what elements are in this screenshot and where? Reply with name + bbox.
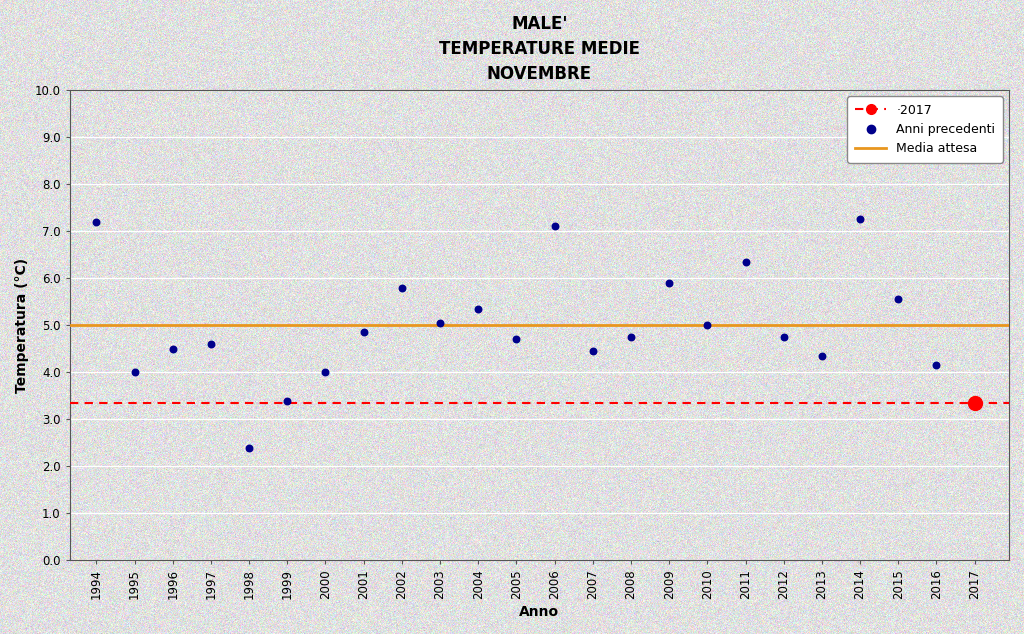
Point	[203, 339, 219, 349]
Point	[775, 332, 792, 342]
Point	[393, 283, 410, 293]
Point	[317, 367, 334, 377]
Point	[508, 334, 524, 344]
Point	[890, 294, 906, 304]
Point	[355, 327, 372, 337]
Title: MALE'
TEMPERATURE MEDIE
NOVEMBRE: MALE' TEMPERATURE MEDIE NOVEMBRE	[439, 15, 640, 83]
Point	[241, 443, 257, 453]
Point	[852, 214, 868, 224]
Point	[280, 396, 296, 406]
Point	[470, 304, 486, 314]
Point	[623, 332, 639, 342]
Point	[967, 398, 983, 408]
Point	[585, 346, 601, 356]
Point	[165, 344, 181, 354]
Point	[928, 360, 944, 370]
Point	[699, 320, 716, 330]
X-axis label: Anno: Anno	[519, 605, 559, 619]
Y-axis label: Temperatura (°C): Temperatura (°C)	[15, 257, 29, 393]
Point	[88, 217, 104, 227]
Point	[547, 221, 563, 231]
Point	[814, 351, 830, 361]
Point	[432, 318, 449, 328]
Point	[660, 278, 677, 288]
Point	[737, 257, 754, 267]
Point	[126, 367, 142, 377]
Legend: ·2017, Anni precedenti, Media attesa: ·2017, Anni precedenti, Media attesa	[848, 96, 1002, 163]
